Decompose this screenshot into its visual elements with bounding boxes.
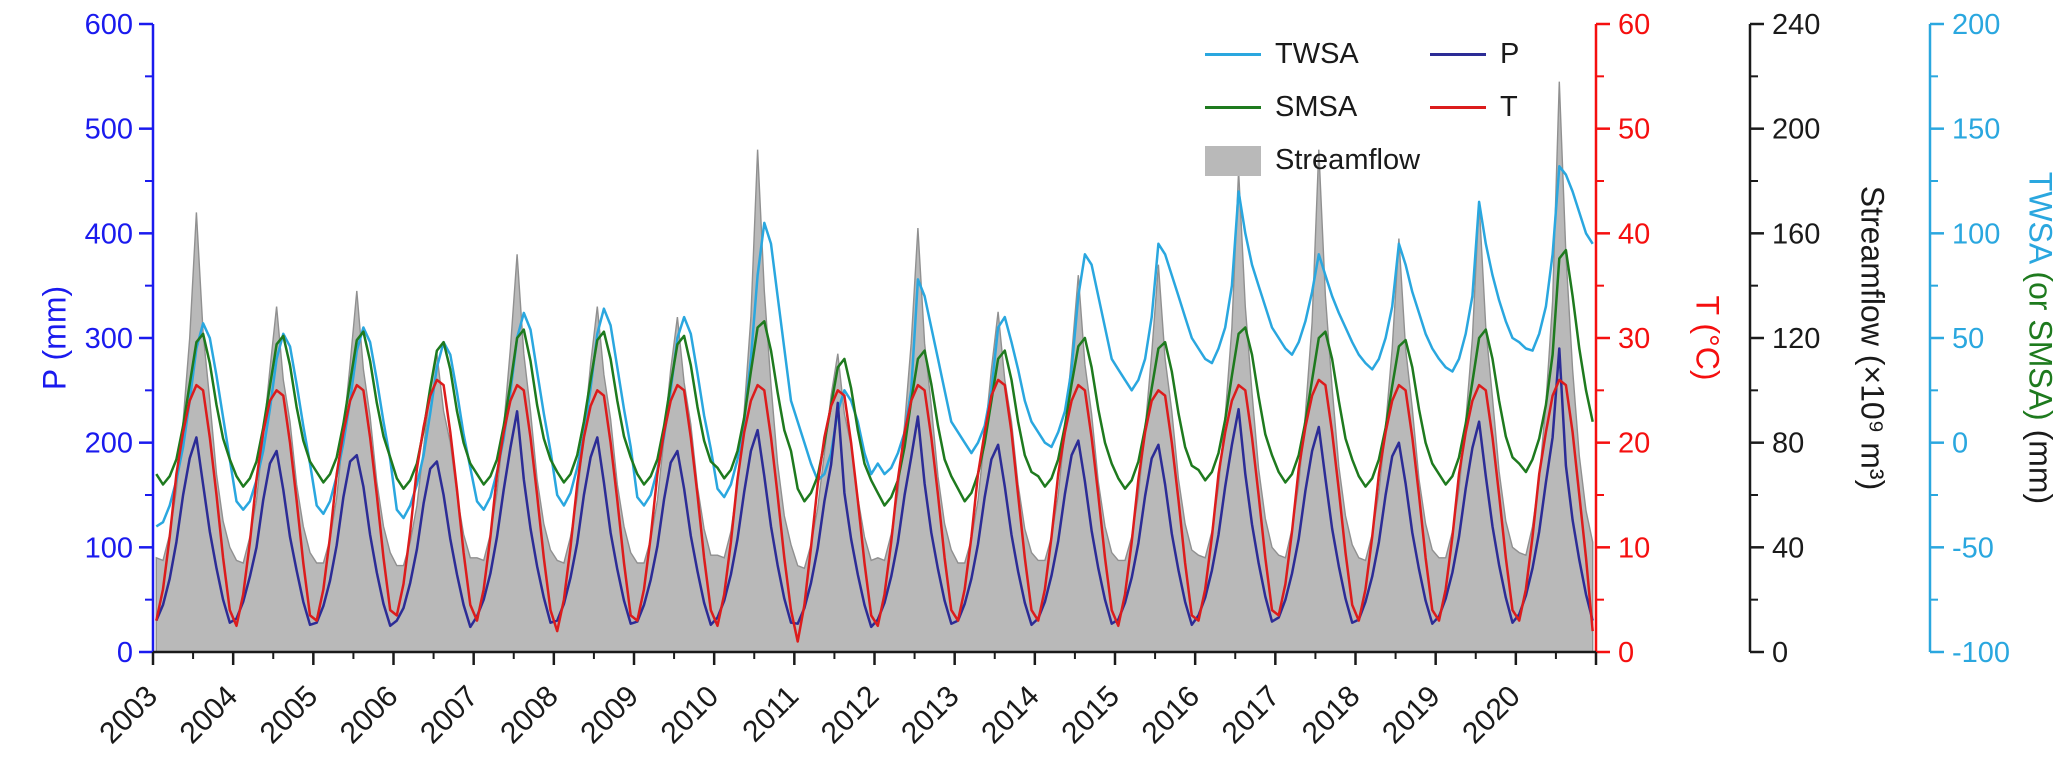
x-tick-label: 2007 <box>414 680 485 751</box>
x-tick-label: 2011 <box>736 680 805 749</box>
legend-label-p: P <box>1500 38 1520 70</box>
legend-item-twsa: TWSA <box>1205 28 1420 81</box>
smsa-line <box>155 248 1594 507</box>
legend-label-t: T <box>1500 91 1518 123</box>
twsa-axis-tick-label: 50 <box>1952 323 1984 355</box>
legend-column-left: TWSA SMSA Streamflow <box>1205 28 1420 187</box>
p-axis-tick-label: 0 <box>117 637 133 669</box>
streamflow-axis-tick-label: 200 <box>1772 114 1820 146</box>
t-line-sample <box>1430 106 1487 109</box>
smsa-line-sample <box>1205 106 1261 109</box>
streamflow-axis-tick-label: 0 <box>1772 637 1788 669</box>
legend-item-smsa: SMSA <box>1205 81 1420 134</box>
p-line-sample <box>1430 53 1487 56</box>
x-tick-label: 2006 <box>334 680 405 751</box>
t-axis-tick-label: 40 <box>1618 218 1650 250</box>
streamflow-area <box>155 81 1594 653</box>
streamflow-axis-title: Streamflow (×10⁹ m³) <box>1854 185 1891 491</box>
t-axis-tick-label: 50 <box>1618 114 1650 146</box>
twsa-axis-title: TWSA (or SMSA) (mm) <box>2022 172 2059 504</box>
t-axis-title: T (°C) <box>1689 295 1726 381</box>
x-tick-label: 2004 <box>174 680 245 751</box>
x-tick-label: 2015 <box>1055 680 1126 751</box>
streamflow-axis-tick-label: 120 <box>1772 323 1820 355</box>
x-tick-label: 2008 <box>494 680 565 751</box>
twsa-axis-title-unit: (mm) <box>2022 420 2059 505</box>
x-tick-label: 2016 <box>1136 680 1207 751</box>
x-tick-label: 2012 <box>815 680 886 751</box>
legend-label-streamflow: Streamflow <box>1275 144 1421 176</box>
t-axis-tick-label: 30 <box>1618 323 1650 355</box>
legend-label-twsa: TWSA <box>1275 38 1359 70</box>
legend-column-right: P T <box>1430 28 1519 187</box>
x-tick-label: 2003 <box>93 680 164 751</box>
twsa-line-sample <box>1205 53 1261 56</box>
twsa-axis-tick-label: 100 <box>1952 218 2000 250</box>
x-tick-label: 2014 <box>975 680 1046 751</box>
twsa-axis: -100 -50 0 50 100 150 200 <box>1928 9 2010 669</box>
legend-item-streamflow: Streamflow <box>1205 134 1420 187</box>
p-axis-tick-label: 100 <box>85 532 133 564</box>
x-tick-label: 2017 <box>1216 680 1287 751</box>
t-axis: 0 10 20 30 40 50 60 <box>1594 9 1650 669</box>
twsa-axis-tick-label: -100 <box>1952 637 2010 669</box>
t-axis-tick-label: 60 <box>1618 9 1650 41</box>
t-axis-tick-label: 0 <box>1618 637 1634 669</box>
streamflow-axis-tick-label: 160 <box>1772 218 1820 250</box>
x-tick-label: 2018 <box>1296 680 1367 751</box>
p-axis-tick-label: 300 <box>85 323 133 355</box>
streamflow-axis-tick-label: 240 <box>1772 9 1820 41</box>
p-axis-tick-label: 500 <box>85 114 133 146</box>
twsa-axis-tick-label: 0 <box>1952 428 1968 460</box>
x-tick-label: 2019 <box>1376 680 1447 751</box>
legend-item-t: T <box>1430 81 1519 134</box>
twsa-line <box>155 165 1594 528</box>
streamflow-axis: 0 40 80 120 160 200 240 <box>1748 9 1820 669</box>
x-tick-label: 2009 <box>574 680 645 751</box>
legend: TWSA SMSA Streamflow P T <box>1205 28 1519 187</box>
x-tick-label: 2010 <box>655 680 726 751</box>
x-tick-label: 2005 <box>254 680 325 751</box>
x-tick-label: 2013 <box>895 680 966 751</box>
legend-item-p: P <box>1430 28 1519 81</box>
twsa-axis-title-or-smsa: (or SMSA) <box>2022 262 2059 421</box>
t-axis-tick-label: 10 <box>1618 532 1650 564</box>
x-tick-label: 2020 <box>1456 680 1527 751</box>
p-line <box>155 347 1594 629</box>
t-line <box>155 378 1594 643</box>
twsa-axis-title-twsa: TWSA <box>2022 171 2059 263</box>
x-axis: 2003 2004 2005 2006 2007 2008 2009 2010 2011 2012… <box>93 650 1598 751</box>
p-axis-tick-label: 200 <box>85 428 133 460</box>
p-axis-tick-label: 400 <box>85 218 133 250</box>
t-axis-tick-label: 20 <box>1618 428 1650 460</box>
p-axis: 0 100 200 300 400 500 600 <box>85 9 155 669</box>
streamflow-area-sample <box>1205 145 1261 176</box>
twsa-axis-tick-label: 200 <box>1952 9 2000 41</box>
streamflow-axis-tick-label: 40 <box>1772 532 1804 564</box>
streamflow-axis-tick-label: 80 <box>1772 428 1804 460</box>
legend-label-smsa: SMSA <box>1275 91 1358 123</box>
p-axis-tick-label: 600 <box>85 9 133 41</box>
p-axis-title: P (mm) <box>36 285 73 391</box>
twsa-axis-tick-label: -50 <box>1952 532 1994 564</box>
twsa-axis-tick-label: 150 <box>1952 114 2000 146</box>
